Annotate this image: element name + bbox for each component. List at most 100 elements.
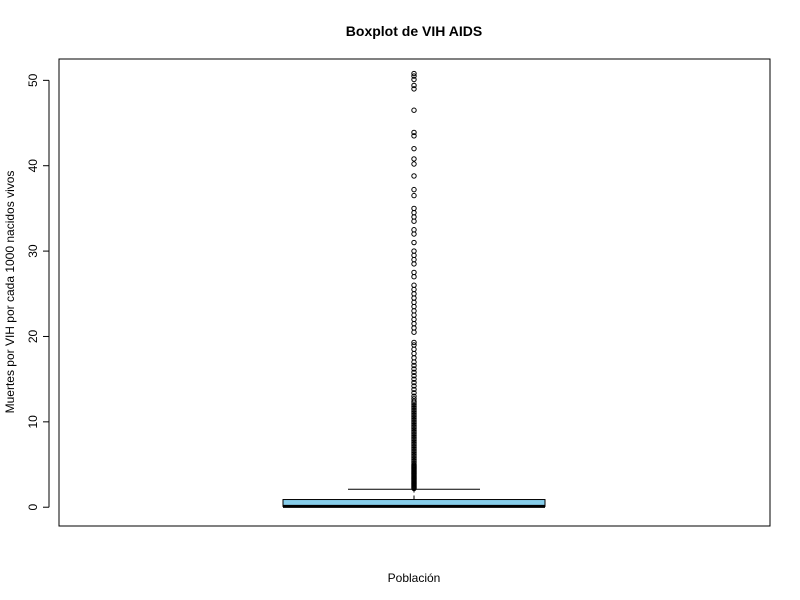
outlier-point xyxy=(411,419,417,425)
outlier-point xyxy=(411,461,417,468)
outlier-point xyxy=(411,248,417,254)
outlier-point xyxy=(411,261,417,267)
outlier-point xyxy=(411,239,417,246)
chart-title: Boxplot de VIH AIDS xyxy=(346,23,482,39)
outlier-point xyxy=(411,86,417,92)
outlier-point xyxy=(411,403,417,410)
outlier-point xyxy=(411,355,417,361)
outlier-point xyxy=(411,295,417,301)
outlier-point xyxy=(411,342,417,348)
outlier-point xyxy=(411,425,417,432)
y-tick-label: 50 xyxy=(26,73,40,87)
outlier-point xyxy=(411,386,417,393)
outlier-point xyxy=(411,269,417,276)
outlier-point xyxy=(411,299,417,306)
outlier-point xyxy=(411,346,417,352)
outlier-point xyxy=(411,398,417,405)
outlier-point xyxy=(411,366,417,372)
outlier-point xyxy=(411,449,417,456)
outlier-point xyxy=(411,427,417,434)
outlier-point xyxy=(411,173,417,179)
plot-frame xyxy=(58,58,771,527)
outlier-point xyxy=(411,350,417,357)
outlier-point xyxy=(411,329,417,335)
outlier-point xyxy=(411,362,417,369)
outlier-point xyxy=(411,383,417,389)
box-group xyxy=(282,488,546,508)
outlier-point xyxy=(411,456,417,463)
y-tick-label: 10 xyxy=(26,415,40,429)
y-tick-label: 40 xyxy=(26,159,40,173)
outlier-point xyxy=(411,436,417,442)
outlier-point xyxy=(411,252,417,259)
outlier-point xyxy=(411,412,417,418)
outlier-point xyxy=(411,73,417,79)
outlier-point xyxy=(411,455,417,461)
outlier-point xyxy=(411,424,417,430)
y-tick-label: 0 xyxy=(26,504,40,511)
y-tick-label: 20 xyxy=(26,329,40,343)
outlier-point xyxy=(411,227,417,233)
outlier-point xyxy=(411,444,417,451)
outlier-point xyxy=(411,214,417,220)
x-axis-label: Población xyxy=(388,571,441,585)
outlier-point xyxy=(411,422,417,428)
outlier-point xyxy=(411,76,417,83)
outlier-group xyxy=(411,70,417,492)
outlier-point xyxy=(411,186,417,193)
outlier-point xyxy=(411,373,417,379)
outlier-point xyxy=(411,82,417,89)
outlier-point xyxy=(411,437,417,444)
outlier-point xyxy=(411,156,417,162)
outlier-point xyxy=(411,390,417,396)
outlier-point xyxy=(411,415,417,422)
outlier-point xyxy=(411,308,417,314)
outlier-point xyxy=(411,282,417,288)
outlier-point xyxy=(411,420,417,427)
outlier-point xyxy=(411,133,417,139)
outlier-point xyxy=(411,312,417,318)
outlier-point xyxy=(411,417,417,423)
outlier-point xyxy=(411,129,417,136)
outlier-point xyxy=(411,192,417,199)
outlier-point xyxy=(411,145,417,152)
outlier-point xyxy=(411,434,417,440)
outlier-point xyxy=(411,256,417,263)
outlier-point xyxy=(411,369,417,376)
outlier-point xyxy=(411,320,417,327)
outlier-point xyxy=(411,396,417,402)
outlier-point xyxy=(411,443,417,449)
outlier-point xyxy=(411,274,417,280)
outlier-point xyxy=(411,453,417,459)
outlier-point xyxy=(411,431,417,437)
outlier-point xyxy=(411,339,417,346)
outlier-point xyxy=(411,286,417,293)
y-axis: 0 10 20 30 40 50 xyxy=(26,73,50,511)
outlier-point xyxy=(411,303,417,310)
y-tick-label: 30 xyxy=(26,244,40,258)
outlier-point xyxy=(411,316,417,323)
outlier-point xyxy=(411,458,417,464)
outlier-point xyxy=(411,432,417,439)
outlier-point xyxy=(411,414,417,420)
outlier-point xyxy=(411,209,417,216)
outlier-point xyxy=(411,205,417,212)
outlier-point xyxy=(411,405,417,411)
outlier-point xyxy=(411,441,417,447)
outlier-point xyxy=(411,218,417,224)
outlier-point xyxy=(411,410,417,417)
outlier-point xyxy=(411,408,417,415)
y-axis-label: Muertes por VIH por cada 1000 nacidos vi… xyxy=(3,171,17,414)
outlier-point xyxy=(411,393,417,399)
outlier-point xyxy=(411,446,417,452)
outlier-point xyxy=(411,439,417,446)
outlier-point xyxy=(411,402,417,408)
outlier-point xyxy=(411,451,417,457)
outlier-point xyxy=(411,460,417,466)
outlier-point xyxy=(411,291,417,297)
outlier-point xyxy=(411,376,417,382)
outlier-point xyxy=(411,448,417,454)
outlier-point xyxy=(411,70,417,77)
outlier-point xyxy=(411,325,417,331)
